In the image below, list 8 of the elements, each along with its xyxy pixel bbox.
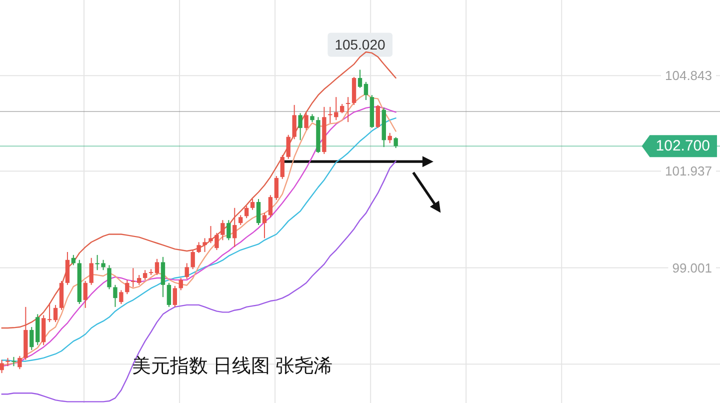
- y-tick-label: 99.001: [672, 260, 712, 276]
- y-tick-label: 104.843: [665, 68, 712, 84]
- text: 美元指数 日线图 张尧浠: [132, 355, 332, 377]
- ref-line-label: 102.700: [656, 138, 710, 155]
- annotation: 105.020: [334, 36, 386, 53]
- price-tag: 102.700: [642, 135, 717, 158]
- high-callout: 105.020: [328, 32, 393, 57]
- y-tick-label: 101.937: [665, 164, 712, 179]
